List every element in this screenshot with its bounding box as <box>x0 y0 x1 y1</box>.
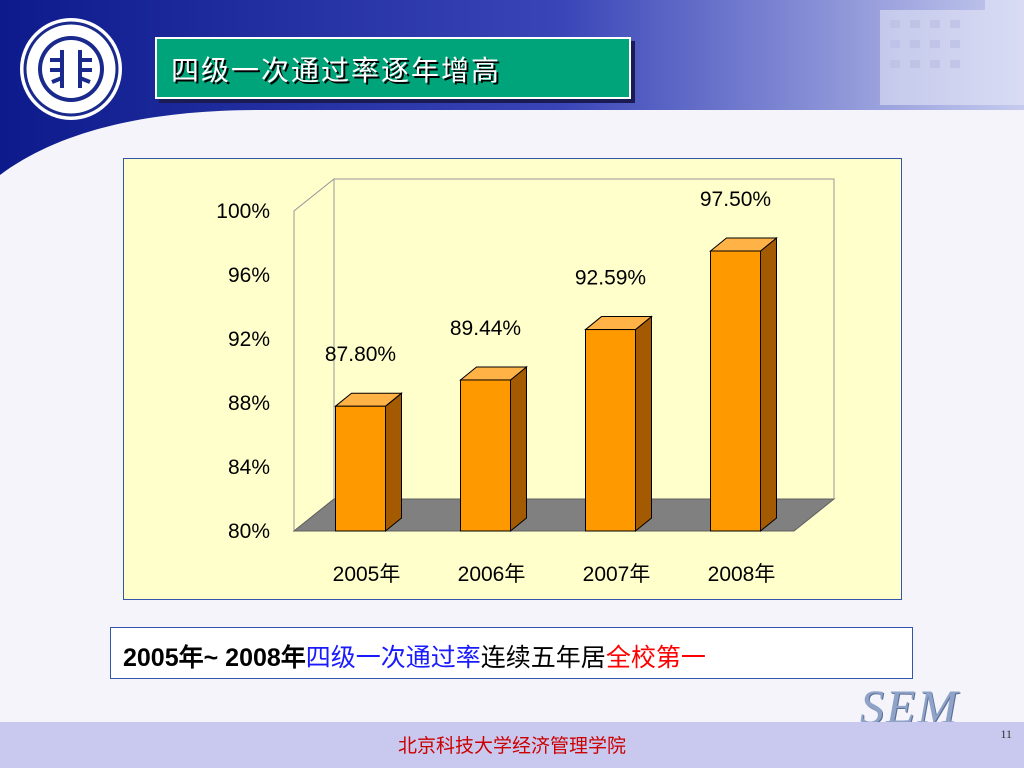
x-category-label: 2008年 <box>708 563 776 586</box>
bar <box>335 405 386 532</box>
bar-side <box>635 315 652 533</box>
page-number: 11 <box>1000 727 1012 741</box>
x-category-label: 2006年 <box>458 563 526 586</box>
footer-school-name: 北京科技大学经济管理学院 <box>397 735 626 757</box>
university-logo <box>22 20 120 118</box>
caption-box: 2005年~ 2008年四级一次通过率连续五年居全校第一 <box>110 627 913 679</box>
bar-side <box>385 392 402 533</box>
caption-highlight-rate: 四级一次通过率 <box>305 643 481 672</box>
x-category-label: 2005年 <box>333 563 401 586</box>
bar-side <box>510 365 527 533</box>
caption-highlight-first: 全校第一 <box>605 643 706 672</box>
y-tick-label: 80% <box>228 520 270 543</box>
y-tick-label: 96% <box>228 264 270 287</box>
bar-chart: 80% 84% 88% 92% 96% 100% 87.80% 2005年 89.44% 2006… <box>216 177 836 586</box>
data-label: 97.50% <box>700 188 771 211</box>
bar <box>460 379 511 532</box>
slide-header: 四级一次通过率逐年增高 <box>0 0 1024 175</box>
x-category-label: 2007年 <box>583 563 651 586</box>
y-tick-label: 88% <box>228 392 270 415</box>
bar-side <box>760 236 777 533</box>
data-label: 92.59% <box>575 267 646 290</box>
chart-frame: 80% 84% 88% 92% 96% 100% 87.80% 2005年 89.44% 2006… <box>123 158 902 600</box>
caption-years: 2005年~ 2008年 <box>123 644 306 672</box>
slide-title: 四级一次通过率逐年增高 <box>171 54 502 87</box>
y-tick-label: 92% <box>228 328 270 351</box>
slide-title-box: 四级一次通过率逐年增高 <box>155 37 631 99</box>
bar <box>710 250 761 532</box>
university-seal-icon <box>23 21 119 117</box>
slide-footer: 北京科技大学经济管理学院 11 <box>0 722 1024 768</box>
data-label: 89.44% <box>450 317 521 340</box>
y-tick-label: 84% <box>228 456 270 479</box>
caption-line: 2005年~ 2008年四级一次通过率连续五年居全校第一 <box>123 638 706 674</box>
bar <box>585 329 636 532</box>
data-label: 87.80% <box>325 343 396 366</box>
y-tick-label: 100% <box>216 200 270 223</box>
caption-middle: 连续五年居 <box>480 643 606 672</box>
